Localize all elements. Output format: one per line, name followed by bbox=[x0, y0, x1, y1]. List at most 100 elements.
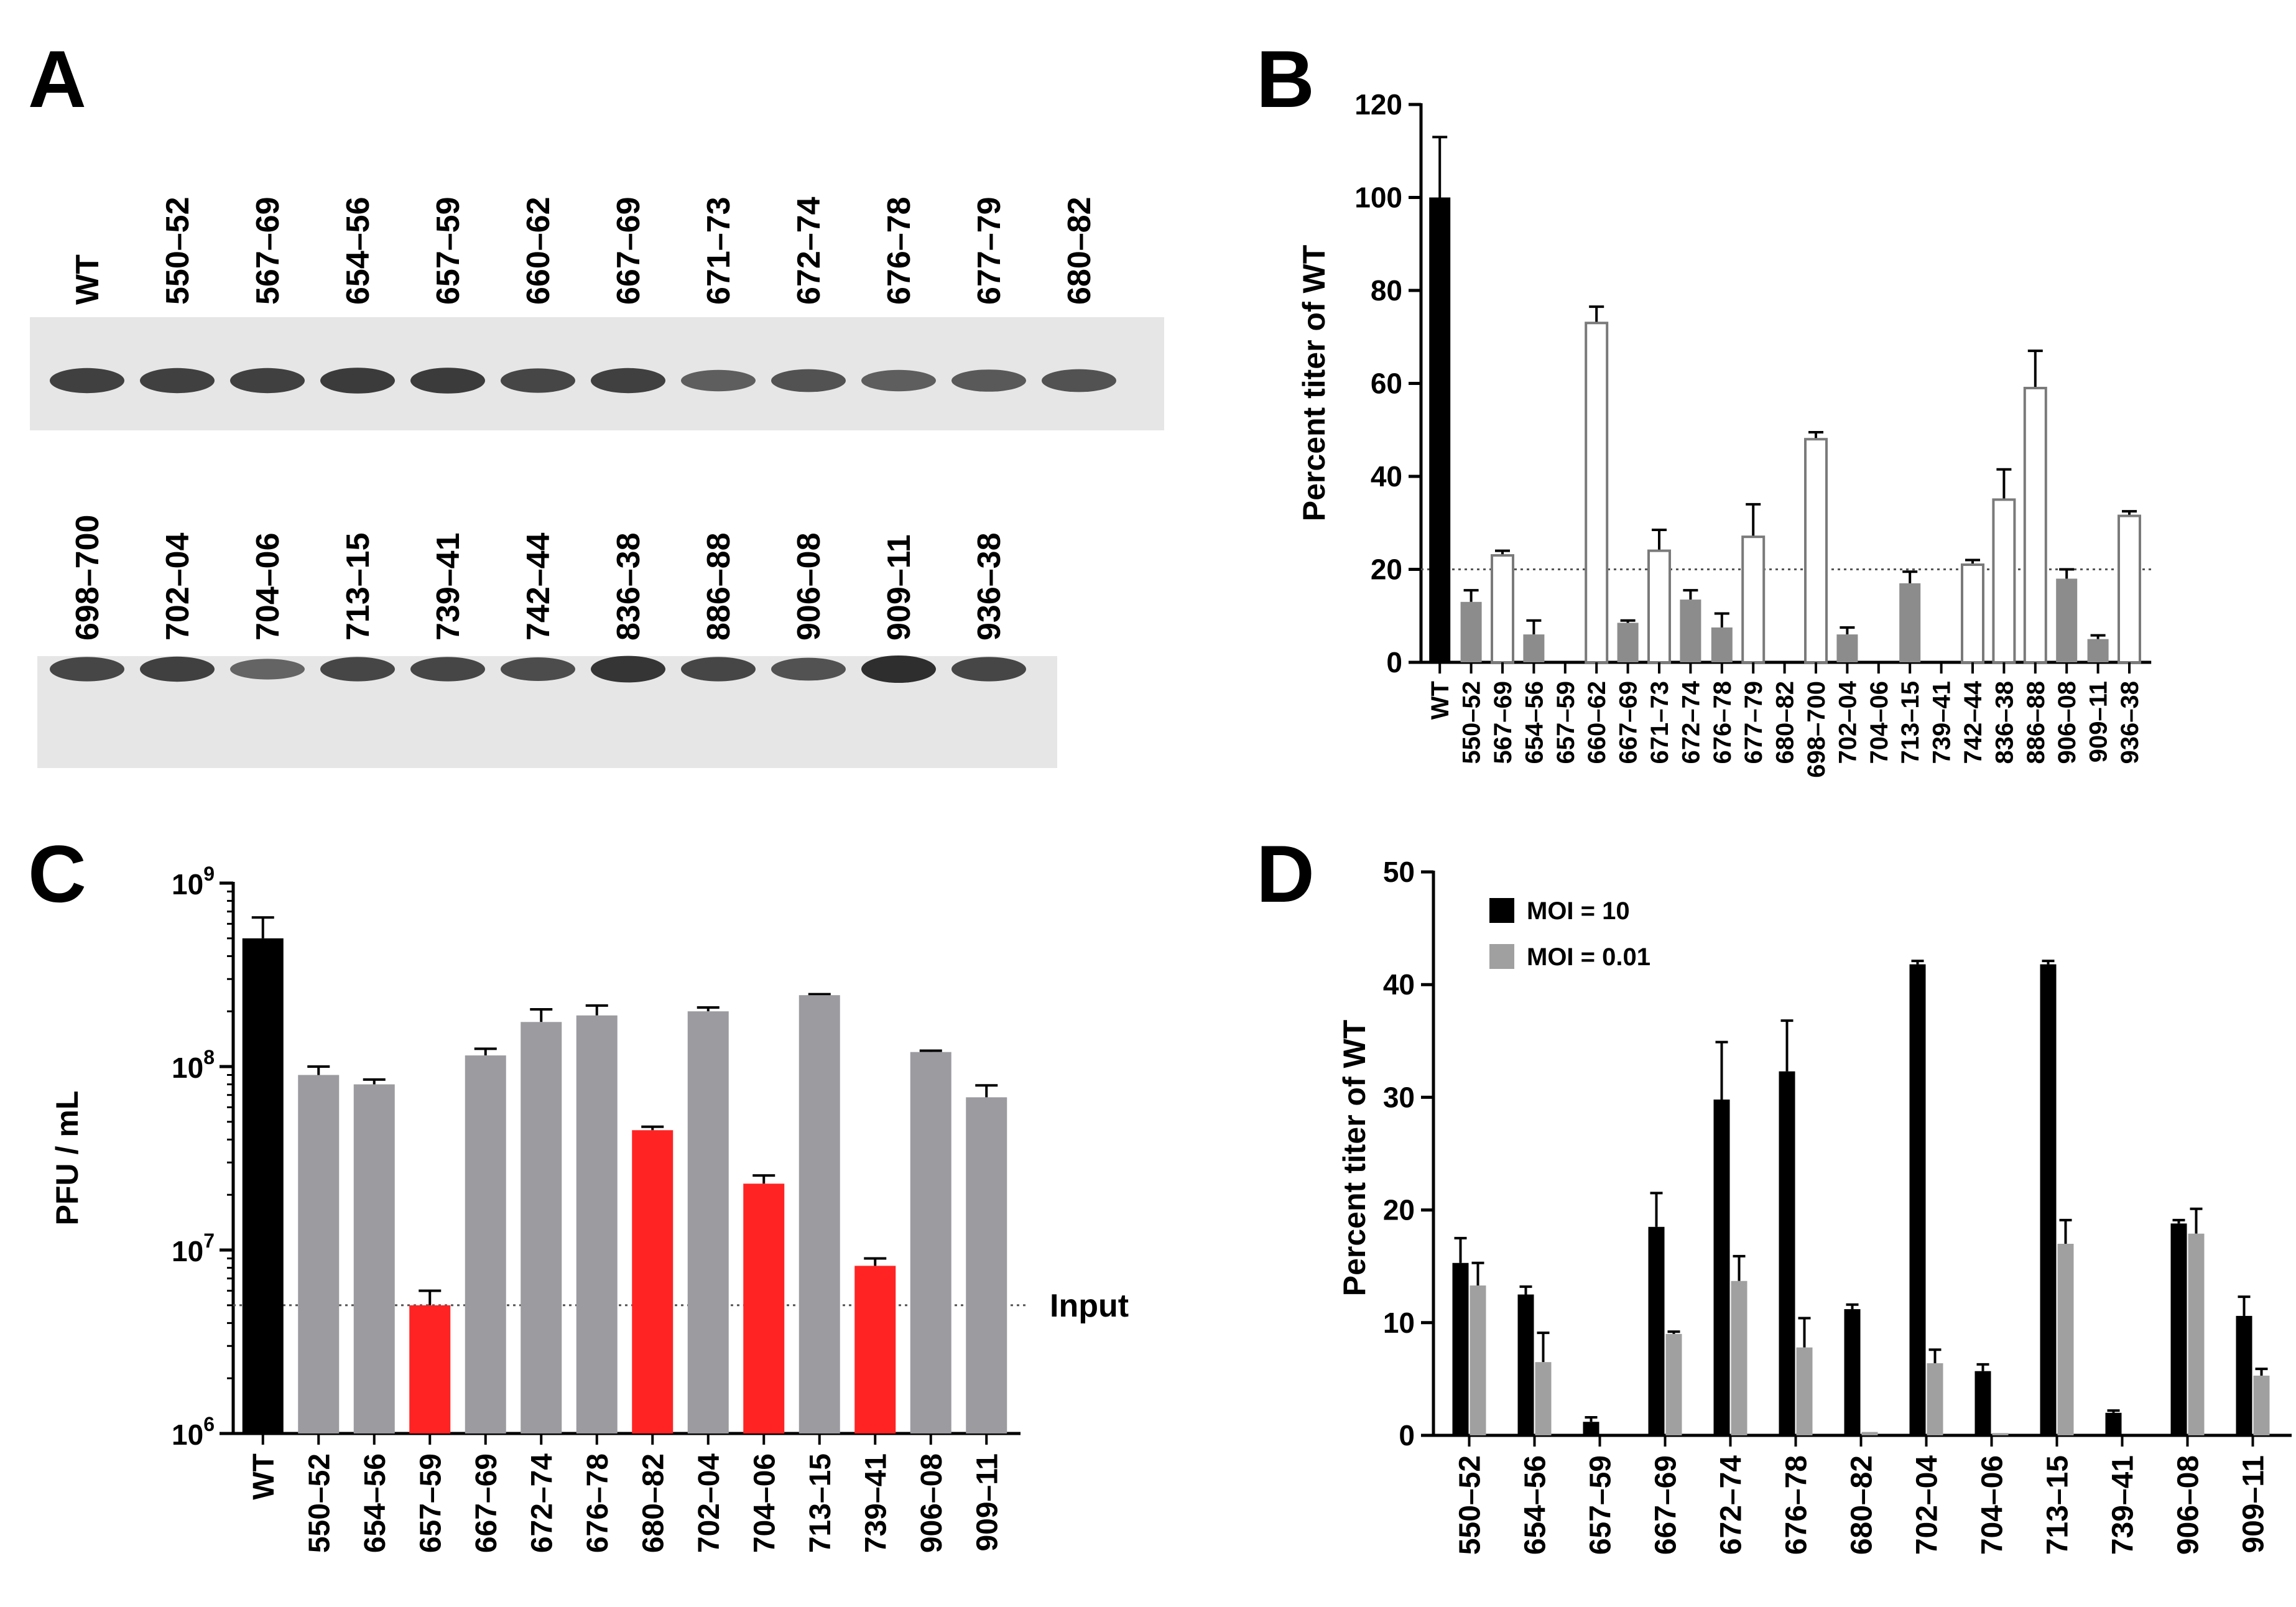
blot-lane-label: 677–79 bbox=[971, 197, 1007, 305]
c-y-tick-label: 109 bbox=[172, 863, 215, 901]
d-x-tick-label: 702–04 bbox=[1911, 1455, 1944, 1555]
c-x-tick-label: 676–78 bbox=[581, 1453, 614, 1553]
blot-band bbox=[50, 368, 124, 394]
c-x-tick-label: 704–06 bbox=[748, 1453, 781, 1553]
blot-lane-label: 667–69 bbox=[611, 197, 647, 305]
b-bar-713–15 bbox=[1899, 583, 1921, 662]
b-x-tick-label: 698–700 bbox=[1803, 681, 1830, 778]
b-x-tick-label: 906–08 bbox=[2053, 681, 2081, 764]
blot-lane-label: 676–78 bbox=[881, 197, 917, 305]
b-bar-836–38 bbox=[1992, 498, 2016, 664]
b-x-tick-label: 671–73 bbox=[1646, 681, 1673, 764]
c-bar-713–15 bbox=[799, 995, 840, 1433]
d-x-tick-label: 909–11 bbox=[2238, 1455, 2271, 1554]
b-bar-676–78 bbox=[1711, 627, 1733, 662]
d-bar-s2-654–56 bbox=[1535, 1362, 1552, 1435]
c-bar-550–52 bbox=[298, 1075, 340, 1433]
blot-band bbox=[230, 659, 305, 680]
blot-lane-label: 702–04 bbox=[160, 532, 196, 641]
blot-band bbox=[681, 369, 756, 392]
b-bar-550–52 bbox=[1460, 601, 1482, 662]
b-y-tick-label: 40 bbox=[1371, 460, 1402, 493]
d-bar-s1-672–74 bbox=[1713, 1100, 1730, 1435]
d-x-tick-label: 680–82 bbox=[1846, 1455, 1879, 1555]
blot-band bbox=[410, 368, 485, 394]
blot-band bbox=[861, 369, 936, 392]
c-bar-704–06 bbox=[743, 1183, 785, 1433]
b-bar-936–38 bbox=[2118, 514, 2141, 664]
b-x-tick-label: 654–56 bbox=[1521, 681, 1548, 764]
blot-band bbox=[771, 657, 846, 681]
d-bar-s1-654–56 bbox=[1517, 1294, 1534, 1435]
d-bar-s1-739–41 bbox=[2105, 1412, 2122, 1435]
c-bar-702–04 bbox=[687, 1011, 729, 1433]
b-x-tick-label: 704–06 bbox=[1866, 681, 1893, 764]
c-x-tick-label: 906–08 bbox=[915, 1453, 948, 1553]
b-x-tick-label: 936–38 bbox=[2116, 681, 2144, 764]
blot-lane-label: 909–11 bbox=[881, 534, 917, 641]
blot-band bbox=[501, 368, 575, 393]
d-legend-label-1: MOI = 10 bbox=[1527, 897, 1630, 925]
d-bar-s1-702–04 bbox=[1909, 964, 1926, 1435]
b-x-tick-label: 660–62 bbox=[1583, 681, 1611, 764]
d-x-tick-label: 654–56 bbox=[1519, 1455, 1552, 1555]
d-x-tick-label: 704–06 bbox=[1976, 1455, 2009, 1555]
c-bar-WT bbox=[242, 938, 284, 1433]
d-bar-s1-713–15 bbox=[2040, 964, 2057, 1435]
d-bar-s1-667–69 bbox=[1648, 1226, 1665, 1435]
b-x-tick-label: 886–88 bbox=[2022, 681, 2050, 764]
d-x-tick-label: 713–15 bbox=[2042, 1455, 2075, 1555]
d-x-tick-label: 672–74 bbox=[1715, 1455, 1748, 1555]
d-bar-s1-676–78 bbox=[1779, 1071, 1795, 1435]
d-legend-label-2: MOI = 0.01 bbox=[1527, 943, 1650, 971]
c-reference-label: Input bbox=[1050, 1288, 1129, 1324]
panel-letter-c: C bbox=[28, 828, 86, 919]
c-bar-667–69 bbox=[465, 1055, 506, 1433]
b-x-tick-label: 550–52 bbox=[1458, 681, 1486, 764]
d-bar-s2-713–15 bbox=[2057, 1243, 2074, 1435]
d-y-tick-label: 30 bbox=[1383, 1081, 1415, 1113]
b-bar-654–56 bbox=[1523, 634, 1545, 662]
b-x-tick-label: 713–15 bbox=[1897, 681, 1924, 764]
blot-lane-label: 672–74 bbox=[791, 197, 827, 305]
b-x-tick-label: 667–69 bbox=[1615, 681, 1642, 764]
blot-band bbox=[140, 368, 215, 394]
c-x-tick-label: 667–69 bbox=[470, 1453, 503, 1553]
blot-band bbox=[320, 368, 395, 394]
c-bar-654–56 bbox=[353, 1084, 395, 1433]
d-bar-s1-680–82 bbox=[1844, 1309, 1861, 1435]
d-bar-s2-667–69 bbox=[1665, 1333, 1682, 1435]
b-bar-906–08 bbox=[2056, 578, 2078, 662]
b-x-tick-label: 680–82 bbox=[1772, 681, 1799, 764]
b-bar-672–74 bbox=[1680, 600, 1701, 662]
panel-b-chart: 0 20 40 60 80 100 120 Percent titer of WT WT 550–… bbox=[1297, 88, 2152, 778]
c-bar-906–08 bbox=[910, 1052, 951, 1433]
c-y-tick-label: 108 bbox=[172, 1046, 215, 1084]
blot-band bbox=[591, 655, 665, 683]
d-bar-s2-702–04 bbox=[1927, 1363, 1943, 1435]
d-bar-s2-672–74 bbox=[1731, 1281, 1747, 1435]
b-y-tick-label: 60 bbox=[1371, 368, 1402, 400]
b-bar-698–700 bbox=[1804, 438, 1828, 664]
c-y-tick-label: 107 bbox=[172, 1230, 215, 1267]
blot-lane-label: 671–73 bbox=[701, 197, 737, 305]
c-bar-657–59 bbox=[409, 1305, 451, 1433]
blot-band bbox=[591, 368, 665, 394]
b-x-tick-label: 836–38 bbox=[1991, 681, 2018, 764]
d-x-tick-label: 550–52 bbox=[1454, 1455, 1487, 1555]
blot-lane-label: 713–15 bbox=[340, 532, 376, 641]
panel-d-chart: 0 10 20 30 40 50 Percent titer of WT MOI = 10 MO… bbox=[1337, 856, 2292, 1555]
d-x-tick-label: 906–08 bbox=[2172, 1455, 2205, 1555]
panel-a-western-blot: WT 550–52 567–69 654–56 657–59 660–62 667–69 67… bbox=[30, 197, 1164, 768]
blot-band bbox=[230, 368, 305, 394]
d-legend-swatch-2 bbox=[1489, 944, 1514, 969]
b-bar-567–69 bbox=[1491, 554, 1514, 664]
b-bar-702–04 bbox=[1836, 634, 1858, 662]
blot-band bbox=[681, 657, 756, 682]
blot-lane-label: 836–38 bbox=[611, 532, 647, 641]
d-x-tick-label: 667–69 bbox=[1650, 1455, 1683, 1555]
b-bar-742–44 bbox=[1961, 563, 1984, 664]
d-y-tick-label: 0 bbox=[1399, 1419, 1415, 1452]
panel-c-chart: 106 107 108 109 Input PFU / mL WT 550–52 654–56 6… bbox=[50, 863, 1129, 1553]
